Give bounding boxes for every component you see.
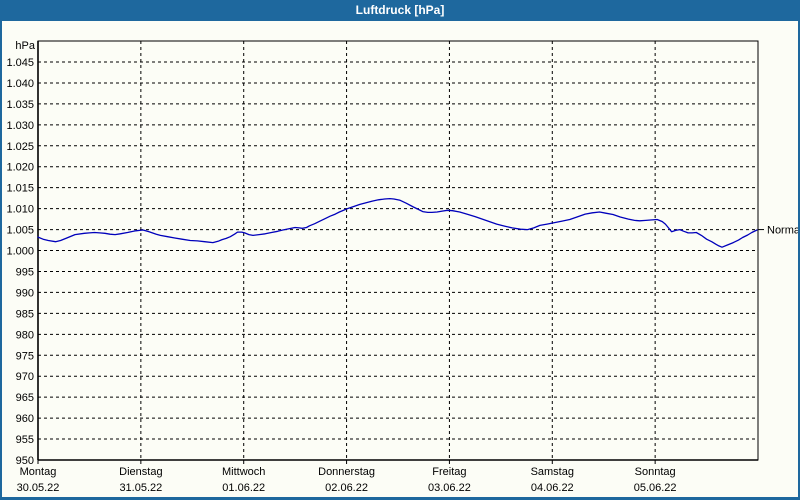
x-tick-day-label: Sonntag (635, 466, 676, 478)
pressure-curve (37, 197, 758, 248)
x-tick-date-label: 05.06.22 (634, 482, 677, 494)
y-tick-label: 990 (16, 287, 34, 299)
y-tick-label: 955 (16, 434, 34, 446)
y-tick-label: 1.000 (6, 246, 34, 258)
x-tick-date-label: 03.06.22 (428, 482, 471, 494)
y-tick-label: 975 (16, 350, 34, 362)
y-tick-label: 980 (16, 329, 34, 341)
y-tick-label: 1.035 (6, 99, 34, 111)
x-tick-date-label: 02.06.22 (325, 482, 368, 494)
y-tick-label: 1.020 (6, 162, 34, 174)
x-tick-day-label: Montag (20, 466, 57, 478)
x-tick-day-label: Freitag (432, 466, 466, 478)
y-axis-unit-label: hPa (15, 40, 35, 52)
x-tick-date-label: 04.06.22 (531, 482, 574, 494)
y-tick-label: 1.040 (6, 78, 34, 90)
y-tick-label: 965 (16, 392, 34, 404)
x-tick-date-label: 31.05.22 (119, 482, 162, 494)
x-tick-day-label: Samstag (531, 466, 574, 478)
y-tick-label: 1.010 (6, 204, 34, 216)
y-tick-label: 1.030 (6, 120, 34, 132)
window-titlebar: Luftdruck [hPa] (0, 0, 800, 21)
y-tick-label: 1.005 (6, 225, 34, 237)
x-tick-day-label: Donnerstag (318, 466, 375, 478)
y-tick-label: 1.025 (6, 141, 34, 153)
x-tick-date-label: 30.05.22 (17, 482, 60, 494)
normal-annotation-label: Normal (767, 225, 798, 237)
y-tick-label: 1.015 (6, 183, 34, 195)
x-tick-day-label: Mittwoch (222, 466, 265, 478)
chart-area: 950 955 960 965 970 975 980 985 990 995 1.000 1.005… (2, 21, 798, 497)
y-tick-label: 950 (16, 455, 34, 467)
y-tick-label: 985 (16, 308, 34, 320)
y-tick-label: 1.045 (6, 57, 34, 69)
y-tick-label: 960 (16, 413, 34, 425)
window-title: Luftdruck [hPa] (355, 3, 445, 17)
x-tick-day-label: Dienstag (119, 466, 162, 478)
pressure-chart: 950 955 960 965 970 975 980 985 990 995 1.000 1.005… (6, 40, 798, 494)
y-tick-label: 995 (16, 266, 34, 278)
y-tick-label: 970 (16, 371, 34, 383)
x-tick-date-label: 01.06.22 (222, 482, 265, 494)
